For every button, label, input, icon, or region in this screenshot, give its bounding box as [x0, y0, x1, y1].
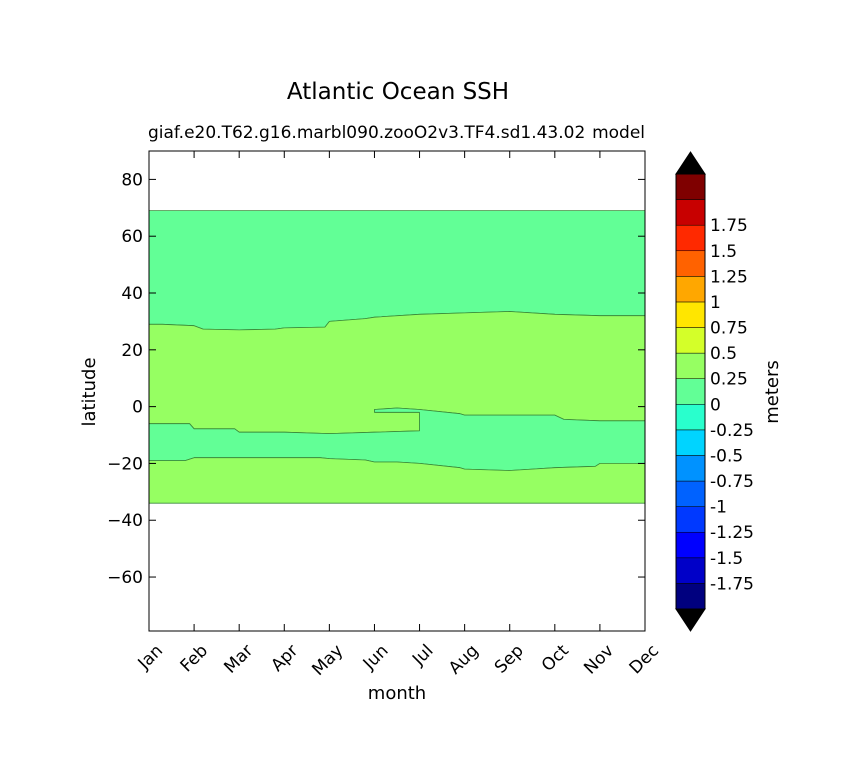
colorbar-swatch — [675, 276, 706, 303]
colorbar-swatch — [675, 480, 706, 507]
x-tick-label: Apr — [267, 641, 302, 676]
x-tick-label: Sep — [491, 641, 528, 678]
contour-region-north-band — [148, 210, 646, 331]
colorbar-swatch — [675, 404, 706, 431]
x-tick-label: Feb — [177, 641, 212, 676]
colorbar-swatch — [675, 557, 706, 584]
colorbar-swatch — [675, 250, 706, 277]
x-tick-label: Jul — [408, 641, 437, 670]
y-tick-label: 40 — [121, 284, 143, 304]
contour-region-green-band — [148, 311, 646, 435]
chart-subtitle-left: giaf.e20.T62.g16.marbl090.zooO2v3.TF4.sd… — [148, 123, 585, 143]
colorbar-swatch — [675, 173, 706, 200]
colorbar: -1.75 -1.5 -1.25 -1 -0.75 -0.5 -0.25 0 0.25 0.5 0.… — [675, 151, 754, 632]
colorbar-swatch — [675, 224, 706, 252]
colorbar-swatch — [675, 352, 706, 379]
colorbar-swatch — [675, 301, 706, 328]
x-tick-label: Mar — [220, 641, 257, 678]
y-tick-label: 20 — [121, 341, 143, 361]
contour-region-south-band — [148, 457, 646, 504]
colorbar-swatch — [675, 429, 706, 456]
x-tick-label: Dec — [626, 641, 663, 678]
plot-area: Jan Feb Mar Apr May Jun Jul Aug Sep Oct Nov Dec 80 6… — [107, 150, 663, 680]
colorbar-extend-top — [675, 151, 706, 175]
colorbar-tick-label: 1 — [710, 293, 721, 313]
y-tick-label: 0 — [132, 398, 143, 418]
x-tick-label: May — [308, 641, 347, 680]
colorbar-swatch — [675, 199, 706, 226]
colorbar-swatch — [675, 583, 706, 610]
colorbar-swatch — [675, 455, 706, 482]
colorbar-tick-label: -1.75 — [710, 574, 754, 594]
colorbar-tick-label: 1.75 — [710, 216, 748, 236]
colorbar-swatch — [675, 531, 706, 559]
x-tick-label: Nov — [580, 641, 618, 679]
x-tick-label: Jan — [134, 641, 167, 674]
colorbar-tick-label: 0.5 — [710, 344, 737, 364]
y-tick-label: −60 — [107, 568, 143, 588]
y-tick-label: −40 — [107, 511, 143, 531]
colorbar-tick-label: 1.5 — [710, 242, 737, 262]
colorbar-tick-label: -1.25 — [710, 523, 754, 543]
y-tick-label: 60 — [121, 227, 143, 247]
y-axis-label: latitude — [79, 357, 100, 426]
y-axis-ticks: 80 60 40 20 0 −20 −40 −60 — [107, 170, 645, 588]
x-tick-label: Aug — [445, 641, 483, 679]
y-tick-label: −20 — [107, 454, 143, 474]
colorbar-tick-label: -0.5 — [710, 446, 743, 466]
colorbar-tick-label: -1 — [710, 498, 727, 518]
colorbar-tick-label: 0.25 — [710, 370, 748, 390]
x-tick-label: Jun — [359, 641, 393, 675]
colorbar-label: meters — [762, 360, 783, 424]
chart-title: Atlantic Ocean SSH — [287, 79, 509, 105]
colorbar-frame — [675, 173, 706, 610]
colorbar-tick-label: 0.75 — [710, 319, 748, 339]
colorbar-tick-label: 0 — [710, 395, 721, 415]
colorbar-extend-bottom — [675, 608, 706, 632]
chart-subtitle-right: model — [592, 123, 645, 143]
colorbar-tick-label: 1.25 — [710, 267, 748, 287]
y-tick-label: 80 — [121, 170, 143, 190]
x-tick-label: Oct — [538, 641, 573, 676]
colorbar-tick-label: -1.5 — [710, 549, 743, 569]
colorbar-swatch — [675, 327, 706, 354]
colorbar-swatch — [675, 506, 706, 533]
colorbar-swatch — [675, 378, 706, 405]
x-axis-label: month — [368, 683, 426, 704]
colorbar-tick-label: -0.75 — [710, 472, 754, 492]
plot-frame — [148, 150, 646, 632]
contour-regions — [148, 210, 646, 504]
colorbar-tick-label: -0.25 — [710, 421, 754, 441]
